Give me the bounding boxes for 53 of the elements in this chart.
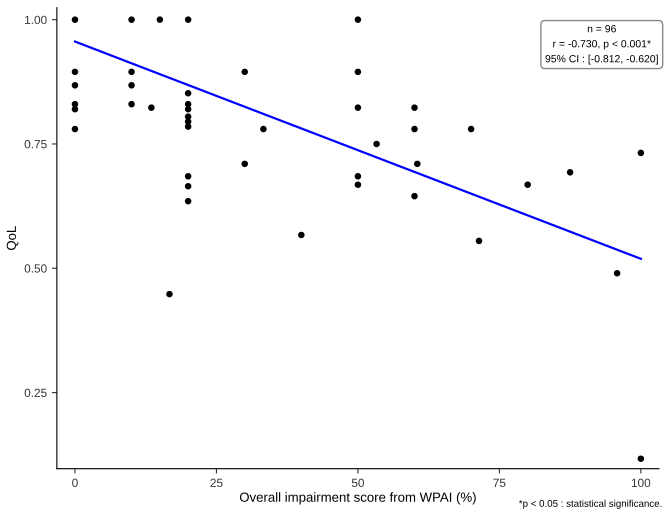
point xyxy=(373,140,380,148)
point xyxy=(184,198,192,204)
point xyxy=(128,16,135,23)
point xyxy=(184,173,192,180)
point xyxy=(148,104,155,111)
y-tick-label: 1.00 xyxy=(25,16,47,24)
point xyxy=(72,68,78,76)
point xyxy=(260,126,267,132)
text: *p < 0.05 : statistical significance. xyxy=(518,500,662,509)
point xyxy=(184,90,192,97)
point xyxy=(411,126,418,132)
point xyxy=(354,181,362,188)
y-axis-title: QoL xyxy=(6,226,18,250)
point xyxy=(166,290,173,298)
y-tick-label: 0.50 xyxy=(24,264,47,273)
point xyxy=(241,68,248,76)
x-tick-label: 25 xyxy=(210,478,223,488)
point xyxy=(411,104,418,111)
point xyxy=(184,16,192,23)
point xyxy=(354,68,362,76)
point xyxy=(241,160,248,168)
point xyxy=(614,270,620,276)
x-tick-label: 50 xyxy=(352,478,364,488)
point xyxy=(524,181,531,188)
point xyxy=(411,192,418,200)
point xyxy=(566,169,574,176)
point xyxy=(156,16,164,23)
point xyxy=(184,106,192,112)
point xyxy=(128,82,135,89)
x-tick-label: 100 xyxy=(632,478,650,488)
y-tick-label: 0.75 xyxy=(24,140,47,148)
y-tick-label: 0.25 xyxy=(24,388,47,397)
point xyxy=(354,173,362,180)
point xyxy=(638,150,644,156)
annotation: n = 96 r = -0.730, p < 0.001* 95% CI : [-0.812, -0.620] xyxy=(546,25,658,64)
point xyxy=(414,160,421,168)
point xyxy=(72,106,78,112)
point xyxy=(638,455,644,462)
x-tick-label: 0 xyxy=(72,478,78,488)
point xyxy=(476,238,482,244)
point xyxy=(72,126,78,132)
x-tick-label: 75 xyxy=(493,478,506,488)
point xyxy=(354,16,362,23)
point xyxy=(354,104,362,111)
point xyxy=(184,182,192,190)
point xyxy=(128,100,135,108)
point xyxy=(72,16,78,23)
point xyxy=(184,123,192,130)
point xyxy=(468,126,474,132)
point xyxy=(298,232,305,238)
x-axis-title: Overall impairment score from WPAI (%) xyxy=(240,492,476,504)
point xyxy=(72,82,78,89)
point xyxy=(128,68,135,76)
